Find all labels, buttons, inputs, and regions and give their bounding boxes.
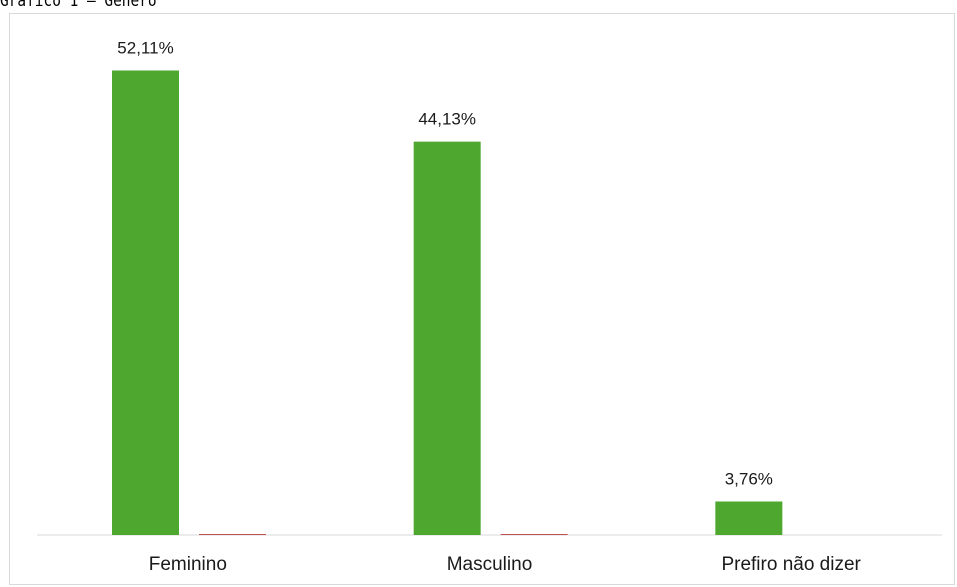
- bar-0: [112, 70, 179, 535]
- bar-1: [413, 141, 481, 535]
- category-labels-group: Feminino Masculino Prefiro não dizer: [149, 554, 862, 575]
- data-label-1: 44,13%: [418, 110, 476, 129]
- bar-2: [715, 501, 783, 535]
- bar-secondary-0: [199, 534, 266, 535]
- data-label-0: 52,11%: [117, 39, 173, 58]
- x-tick-label-0: Feminino: [149, 554, 227, 575]
- value-labels-group: 52,11% 44,13% 3,76%: [117, 39, 773, 489]
- bars-group: [112, 70, 783, 535]
- chart-caption: Gráfico 1 – Gênero: [0, 0, 157, 11]
- bar-secondary-1: [500, 534, 568, 535]
- x-tick-label-1: Masculino: [447, 554, 533, 575]
- data-label-2: 3,76%: [725, 469, 773, 488]
- x-tick-label-2: Prefiro não dizer: [721, 554, 861, 575]
